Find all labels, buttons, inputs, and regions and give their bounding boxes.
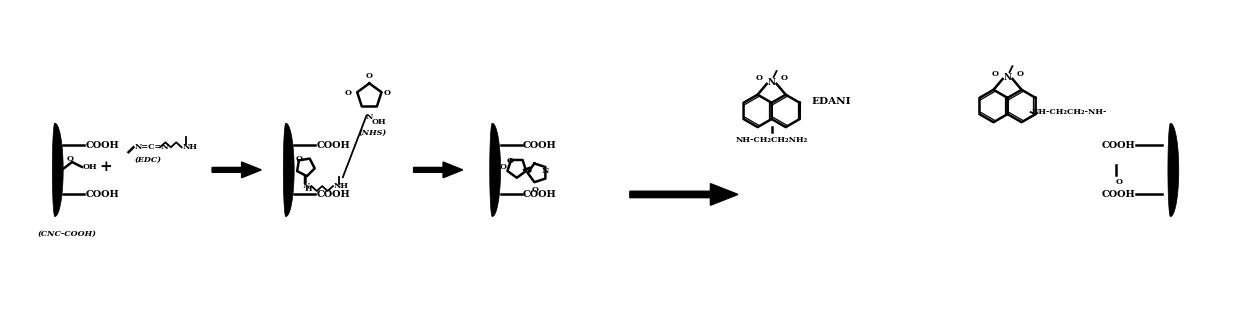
Text: +: + (99, 160, 113, 174)
Text: O: O (295, 155, 303, 163)
Text: O: O (500, 163, 507, 171)
Text: NH-CH₂CH₂-NH-: NH-CH₂CH₂-NH- (1032, 108, 1107, 116)
Text: O: O (67, 155, 74, 163)
Text: COOH: COOH (316, 190, 350, 199)
Text: O: O (366, 72, 373, 80)
Text: (EDC): (EDC) (135, 156, 161, 164)
Text: O: O (532, 186, 539, 194)
Polygon shape (283, 123, 294, 216)
Text: OH: OH (83, 163, 98, 171)
Text: O: O (991, 70, 998, 78)
Text: COOH: COOH (523, 141, 557, 150)
Text: (NHS): (NHS) (358, 128, 387, 136)
Text: COOH: COOH (86, 141, 119, 150)
Text: O: O (755, 74, 763, 83)
Text: COOH: COOH (86, 190, 119, 199)
Text: N: N (303, 182, 310, 190)
Text: COOH: COOH (1101, 141, 1135, 150)
Polygon shape (630, 184, 738, 205)
Text: N: N (1003, 73, 1012, 82)
Text: N: N (542, 167, 549, 175)
Text: O: O (781, 74, 787, 83)
Text: O: O (1017, 70, 1024, 78)
Text: H: H (305, 185, 312, 193)
Text: O: O (345, 89, 352, 97)
Text: NH: NH (182, 143, 197, 151)
Text: N: N (768, 78, 776, 87)
Text: N: N (366, 113, 373, 121)
Polygon shape (52, 123, 63, 216)
Text: NH: NH (334, 182, 348, 190)
Polygon shape (1168, 123, 1179, 216)
Text: COOH: COOH (523, 190, 557, 199)
Polygon shape (212, 162, 262, 178)
Text: NH-CH₂CH₂NH₂: NH-CH₂CH₂NH₂ (735, 136, 807, 144)
Text: EDANI: EDANI (812, 97, 852, 106)
Text: OH: OH (371, 118, 386, 126)
Text: O: O (384, 89, 391, 97)
Text: O: O (507, 157, 513, 164)
Text: COOH: COOH (316, 141, 350, 150)
Text: (CNC-COOH): (CNC-COOH) (37, 230, 95, 238)
Text: N=C=N: N=C=N (134, 143, 169, 151)
Text: COOH: COOH (1101, 190, 1135, 199)
Text: O: O (1116, 178, 1122, 186)
Polygon shape (414, 162, 463, 178)
Polygon shape (490, 123, 501, 216)
Text: O: O (525, 167, 532, 175)
